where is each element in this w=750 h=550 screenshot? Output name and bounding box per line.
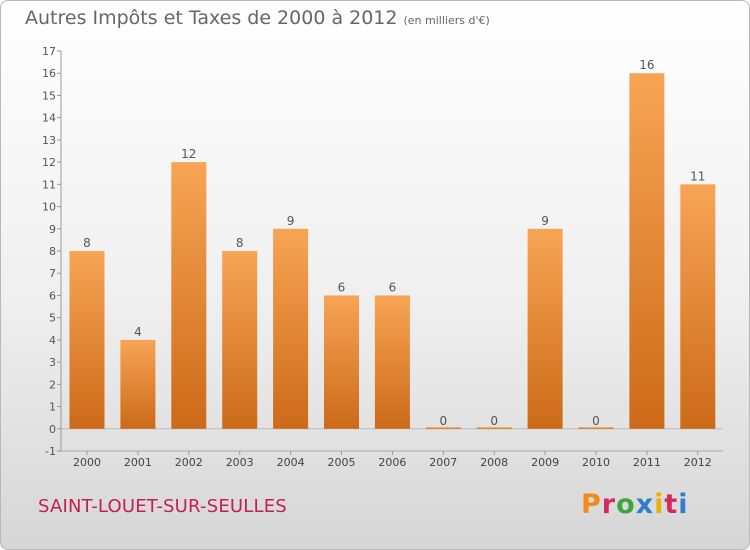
chart-subtitle: (en milliers d'€) [403, 14, 490, 27]
y-tick-label: 10 [42, 201, 56, 214]
chart-title: Autres Impôts et Taxes de 2000 à 2012 (en… [25, 7, 490, 29]
commune-name: SAINT-LOUET-SUR-SEULLES [38, 496, 287, 517]
data-label: 6 [338, 280, 346, 294]
bar [476, 427, 512, 429]
data-label: 12 [181, 147, 196, 161]
x-tick-label: 2006 [378, 456, 406, 469]
y-tick-label: -1 [45, 445, 56, 458]
x-tick-label: 2000 [73, 456, 101, 469]
x-tick-label: 2007 [429, 456, 457, 469]
bar [680, 184, 716, 429]
x-tick-label: 2009 [531, 456, 559, 469]
bar [120, 339, 156, 429]
y-tick-label: 15 [42, 89, 56, 102]
y-tick-label: 16 [42, 67, 56, 80]
data-label: 0 [592, 414, 600, 428]
y-tick-label: 6 [49, 289, 56, 302]
data-label: 11 [690, 169, 705, 183]
x-tick-label: 2004 [277, 456, 305, 469]
y-tick-label: 12 [42, 156, 56, 169]
logo-letter: i [678, 489, 689, 520]
y-tick-label: 13 [42, 134, 56, 147]
x-tick-label: 2005 [328, 456, 356, 469]
x-tick-label: 2011 [633, 456, 661, 469]
data-label: 6 [389, 280, 397, 294]
data-label: 8 [83, 236, 91, 250]
chart-title-text: Autres Impôts et Taxes de 2000 à 2012 [25, 7, 398, 29]
bar [273, 228, 309, 429]
logo-letter: i [654, 489, 665, 520]
proxiti-logo: Proxiti [581, 489, 689, 520]
y-tick-label: 7 [49, 267, 56, 280]
bar [69, 251, 105, 429]
bar [324, 295, 359, 429]
logo-letter: P [581, 489, 602, 520]
y-tick-label: 17 [42, 45, 56, 58]
bar [222, 251, 258, 429]
y-tick-label: 0 [49, 423, 56, 436]
y-tick-label: 14 [42, 112, 56, 125]
bar [374, 295, 410, 429]
x-tick-label: 2002 [175, 456, 203, 469]
data-label: 16 [639, 58, 654, 72]
bar [578, 427, 614, 429]
y-tick-label: 5 [49, 312, 56, 325]
x-tick-label: 2012 [684, 456, 712, 469]
y-tick-label: 1 [49, 401, 56, 414]
y-tick-label: 3 [49, 356, 56, 369]
bar [425, 427, 461, 429]
y-tick-label: 9 [49, 223, 56, 236]
x-tick-label: 2001 [124, 456, 152, 469]
logo-letter: o [616, 489, 636, 520]
x-tick-label: 2003 [226, 456, 254, 469]
data-label: 8 [236, 236, 244, 250]
logo-letter: r [601, 489, 617, 520]
bars [69, 73, 716, 429]
logo-letter: t [664, 489, 679, 520]
data-label: 0 [439, 414, 447, 428]
data-label: 4 [134, 325, 142, 339]
x-tick-label: 2010 [582, 456, 610, 469]
y-tick-label: 11 [42, 178, 56, 191]
bar [629, 73, 665, 429]
logo-letter: x [635, 489, 655, 520]
y-tick-label: 8 [49, 245, 56, 258]
y-tick-label: 2 [49, 378, 56, 391]
data-label: 0 [490, 414, 498, 428]
y-tick-label: 4 [49, 334, 56, 347]
data-label: 9 [541, 214, 549, 228]
bar [527, 228, 563, 429]
x-tick-label: 2008 [480, 456, 508, 469]
data-label: 9 [287, 214, 295, 228]
bar [171, 162, 207, 429]
data-labels: 8 4 12 8 9 6 6 0 0 9 0 16 11 [83, 58, 705, 428]
